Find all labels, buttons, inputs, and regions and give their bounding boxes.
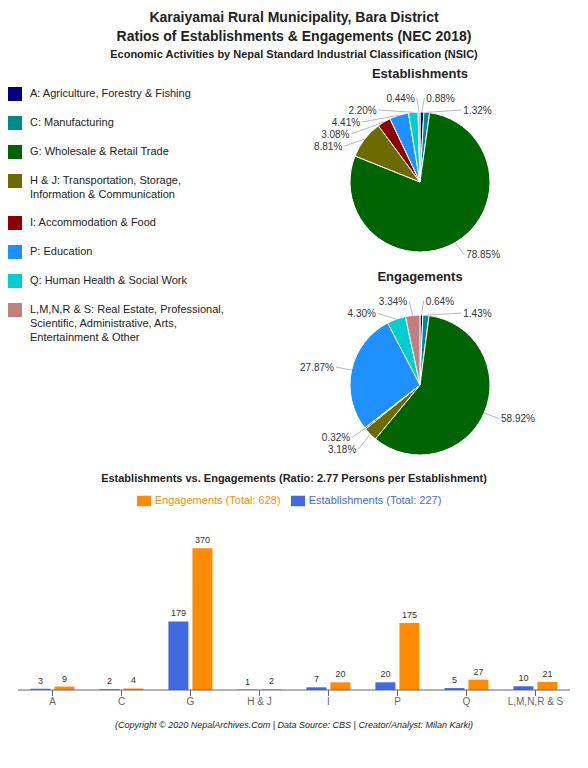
svg-text:2: 2 xyxy=(269,676,274,686)
svg-text:4.41%: 4.41% xyxy=(332,117,360,128)
svg-text:H & J: H & J xyxy=(247,696,271,707)
svg-text:Q: Q xyxy=(463,696,471,707)
svg-text:P: P xyxy=(394,696,401,707)
html-text:Establishments: Establishments xyxy=(372,66,468,81)
svg-text:21: 21 xyxy=(542,669,552,679)
html-text:Engagements: Engagements xyxy=(377,269,463,284)
svg-text:20: 20 xyxy=(380,669,390,679)
html-text:Economic Activities by Nepal S: Economic Activities by Nepal Standard In… xyxy=(110,48,478,60)
svg-text:4.30%: 4.30% xyxy=(348,308,376,319)
svg-text:2.20%: 2.20% xyxy=(348,105,376,116)
svg-text:1.32%: 1.32% xyxy=(463,105,491,116)
svg-text:179: 179 xyxy=(171,608,186,618)
svg-text:78.85%: 78.85% xyxy=(466,249,500,260)
html-text:Establishments (Total: 227): Establishments (Total: 227) xyxy=(308,494,442,506)
svg-text:C: C xyxy=(118,696,125,707)
svg-text:1: 1 xyxy=(245,677,250,687)
svg-text:0.88%: 0.88% xyxy=(426,93,454,104)
html-text:Q: Human Health & Social Work: Q: Human Health & Social Work xyxy=(30,274,187,286)
svg-text:58.92%: 58.92% xyxy=(501,413,535,424)
html-text:Engagements (Total: 628): Engagements (Total: 628) xyxy=(154,494,281,506)
svg-text:10: 10 xyxy=(518,673,528,683)
svg-text:9: 9 xyxy=(62,674,67,684)
svg-text:3.34%: 3.34% xyxy=(379,296,407,307)
svg-text:L,M,N,R & S: L,M,N,R & S xyxy=(508,696,564,707)
svg-text:8.81%: 8.81% xyxy=(314,141,342,152)
svg-text:3.18%: 3.18% xyxy=(328,444,356,455)
svg-text:27: 27 xyxy=(473,667,483,677)
svg-text:7: 7 xyxy=(314,674,319,684)
svg-text:2: 2 xyxy=(107,676,112,686)
svg-text:1.43%: 1.43% xyxy=(463,308,491,319)
svg-text:20: 20 xyxy=(335,669,345,679)
html-text:L,M,N,R & S: Real Estate, Prof: L,M,N,R & S: Real Estate, Professional, … xyxy=(30,303,224,343)
svg-text:4: 4 xyxy=(131,675,136,685)
html-text:Establishments vs. Engagements: Establishments vs. Engagements (Ratio: 2… xyxy=(101,472,487,484)
html-text:C: Manufacturing: C: Manufacturing xyxy=(30,116,114,128)
svg-text:I: I xyxy=(327,696,330,707)
html-text:(Copyright © 2020 NepalArchive: (Copyright © 2020 NepalArchives.Com | Da… xyxy=(115,720,473,730)
html-text:H & J: Transportation, Storage: H & J: Transportation, Storage, Informat… xyxy=(30,174,181,200)
svg-text:3: 3 xyxy=(38,676,43,686)
svg-text:175: 175 xyxy=(402,610,417,620)
svg-text:0.64%: 0.64% xyxy=(426,296,454,307)
html-text:I: Accommodation & Food: I: Accommodation & Food xyxy=(30,216,156,228)
html-text:A: Agriculture, Forestry & Fis: A: Agriculture, Forestry & Fishing xyxy=(30,87,191,99)
html-text:Karaiyamai Rural Municipality,: Karaiyamai Rural Municipality, Bara Dist… xyxy=(116,9,472,44)
svg-text:G: G xyxy=(187,696,195,707)
svg-text:0.32%: 0.32% xyxy=(322,432,350,443)
html-text:G: Wholesale & Retail Trade: G: Wholesale & Retail Trade xyxy=(30,145,169,157)
svg-text:A: A xyxy=(49,696,56,707)
svg-text:3.08%: 3.08% xyxy=(321,129,349,140)
svg-text:27.87%: 27.87% xyxy=(300,362,334,373)
html-text:P: Education: P: Education xyxy=(30,245,93,257)
svg-text:5: 5 xyxy=(452,675,457,685)
svg-text:370: 370 xyxy=(195,535,210,545)
svg-text:0.44%: 0.44% xyxy=(386,93,414,104)
